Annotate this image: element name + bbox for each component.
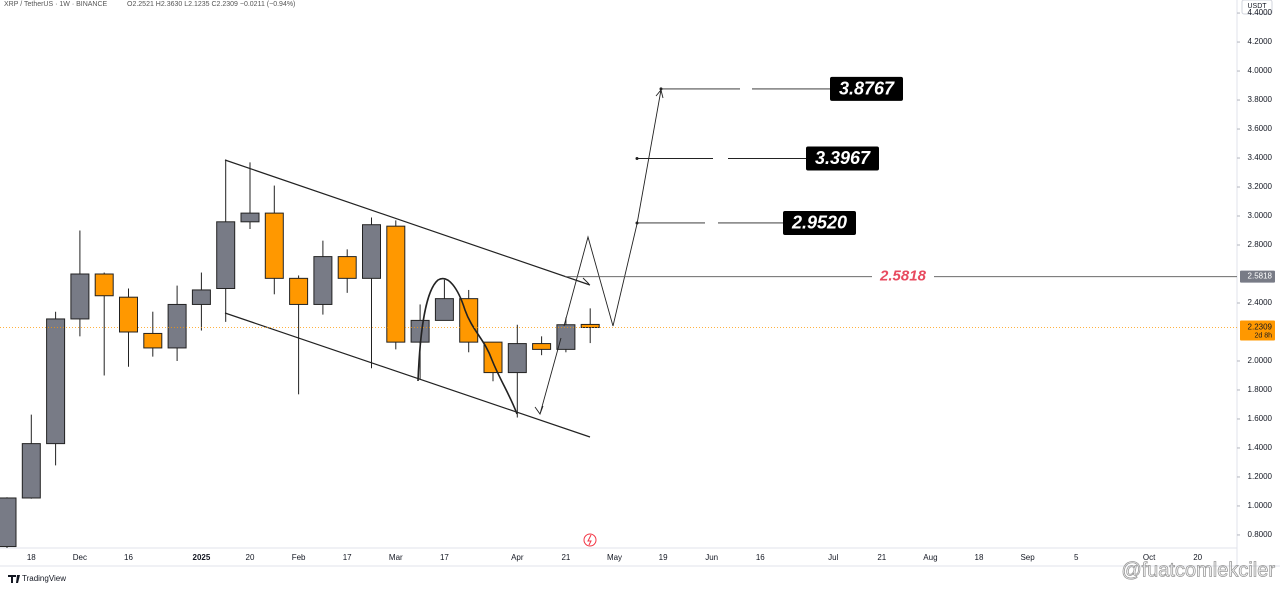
candle-body — [459, 298, 479, 343]
target-label: 3.3967 — [815, 148, 871, 168]
x-tick-label: Oct — [1143, 553, 1156, 562]
x-tick-label: Feb — [292, 553, 306, 562]
candle-body — [46, 318, 66, 445]
x-tick-label: 18 — [27, 553, 36, 562]
target-dot — [635, 221, 639, 225]
brand: TradingView — [22, 574, 66, 583]
candle-body — [70, 273, 90, 320]
x-tick-label: 20 — [246, 553, 255, 562]
x-tick-label: Dec — [73, 553, 87, 562]
candle-body — [337, 256, 357, 279]
x-tick-label: 19 — [659, 553, 668, 562]
arrow-down — [534, 337, 562, 415]
last-price-label: 2.2309 — [1248, 323, 1273, 332]
x-tick-label: 2025 — [193, 553, 211, 562]
target-dot — [635, 156, 639, 160]
y-tick-label: 1.8000 — [1248, 385, 1273, 394]
candle-body — [216, 221, 236, 289]
x-tick-label: Jul — [828, 553, 838, 562]
candle-body — [240, 212, 260, 223]
candle-body — [21, 443, 41, 499]
y-tick-label: 4.2000 — [1248, 37, 1273, 46]
currency-box — [1241, 0, 1273, 15]
drawings — [224, 89, 664, 438]
candle-body — [119, 296, 138, 333]
x-tick-label: 18 — [975, 553, 984, 562]
plot — [0, 159, 600, 548]
candle-body — [0, 497, 17, 548]
y-tick-label: 3.8000 — [1248, 95, 1273, 104]
candle-body — [143, 332, 163, 349]
x-tick-label: 20 — [1193, 553, 1202, 562]
target-box — [830, 76, 903, 101]
x-tick-label: Apr — [511, 553, 524, 562]
channel-lower — [224, 312, 591, 438]
y-tick-label: 2.0000 — [1248, 356, 1273, 365]
level-axis-box — [1240, 270, 1275, 283]
candle-body — [507, 343, 527, 374]
x-tick-label: Aug — [923, 553, 937, 562]
target-box — [806, 146, 879, 171]
x-tick-label: 17 — [343, 553, 352, 562]
target-label: 3.8767 — [839, 79, 895, 99]
y-tick-label: 0.8000 — [1248, 530, 1273, 539]
candle-body — [191, 289, 211, 305]
ohlc-header: O2.2521 H2.3630 L2.1235 C2.2309 −0.0211 … — [127, 1, 295, 8]
x-tick-label: Jun — [705, 553, 718, 562]
y-tick-label: 1.0000 — [1248, 501, 1273, 510]
candle-body — [167, 303, 187, 349]
y-tick-label: 1.4000 — [1248, 443, 1273, 452]
y-tick-label: 3.0000 — [1248, 211, 1273, 220]
candle-body — [434, 298, 454, 321]
currency: USDT — [1247, 3, 1267, 10]
level-label-bg — [872, 267, 934, 286]
candle-body — [362, 224, 381, 279]
x-tick-label: Sep — [1020, 553, 1035, 562]
brand-logo — [8, 575, 20, 583]
y-tick-label: 2.8000 — [1248, 240, 1273, 249]
candle-body — [532, 343, 552, 350]
level-label: 2.5818 — [879, 268, 927, 285]
y-tick-label: 3.4000 — [1248, 153, 1273, 162]
y-tick-label: 3.6000 — [1248, 124, 1273, 133]
candle-body — [556, 324, 576, 350]
target-label: 2.9520 — [791, 213, 847, 233]
target-dot — [659, 87, 663, 91]
y-tick-label: 4.4000 — [1248, 8, 1273, 17]
x-tick-label: Mar — [389, 553, 403, 562]
replay-icon — [583, 533, 597, 547]
candle-body — [483, 341, 503, 374]
target-box — [783, 210, 856, 235]
countdown: 2d 8h — [1254, 332, 1272, 339]
candle-body — [313, 256, 333, 305]
watermark: @fuatcomlekciler — [1121, 559, 1275, 581]
candle-body — [94, 273, 114, 297]
last-price-box — [1240, 320, 1275, 341]
swing-curve — [417, 277, 518, 415]
y-tick-label: 3.2000 — [1248, 182, 1273, 191]
candle-body — [386, 225, 406, 343]
symbol-title: XRP / TetherUS · 1W · BINANCE — [4, 1, 108, 8]
x-tick-label: 16 — [756, 553, 765, 562]
x-tick-label: 5 — [1074, 553, 1079, 562]
y-tick-label: 1.2000 — [1248, 472, 1273, 481]
candle-body — [580, 323, 600, 329]
level-axis-label: 2.5818 — [1248, 272, 1273, 281]
candle-body — [264, 212, 284, 279]
x-tick-label: 17 — [440, 553, 449, 562]
x-tick-label: 21 — [877, 553, 886, 562]
y-tick-label: 1.6000 — [1248, 414, 1273, 423]
arrow-tip — [582, 277, 590, 285]
candle-body — [289, 277, 309, 305]
channel-upper — [224, 159, 591, 286]
x-tick-label: May — [607, 553, 622, 562]
x-tick-label: 16 — [124, 553, 133, 562]
x-tick-label: 21 — [561, 553, 570, 562]
y-tick-label: 2.4000 — [1248, 298, 1273, 307]
y-tick-label: 4.0000 — [1248, 66, 1273, 75]
